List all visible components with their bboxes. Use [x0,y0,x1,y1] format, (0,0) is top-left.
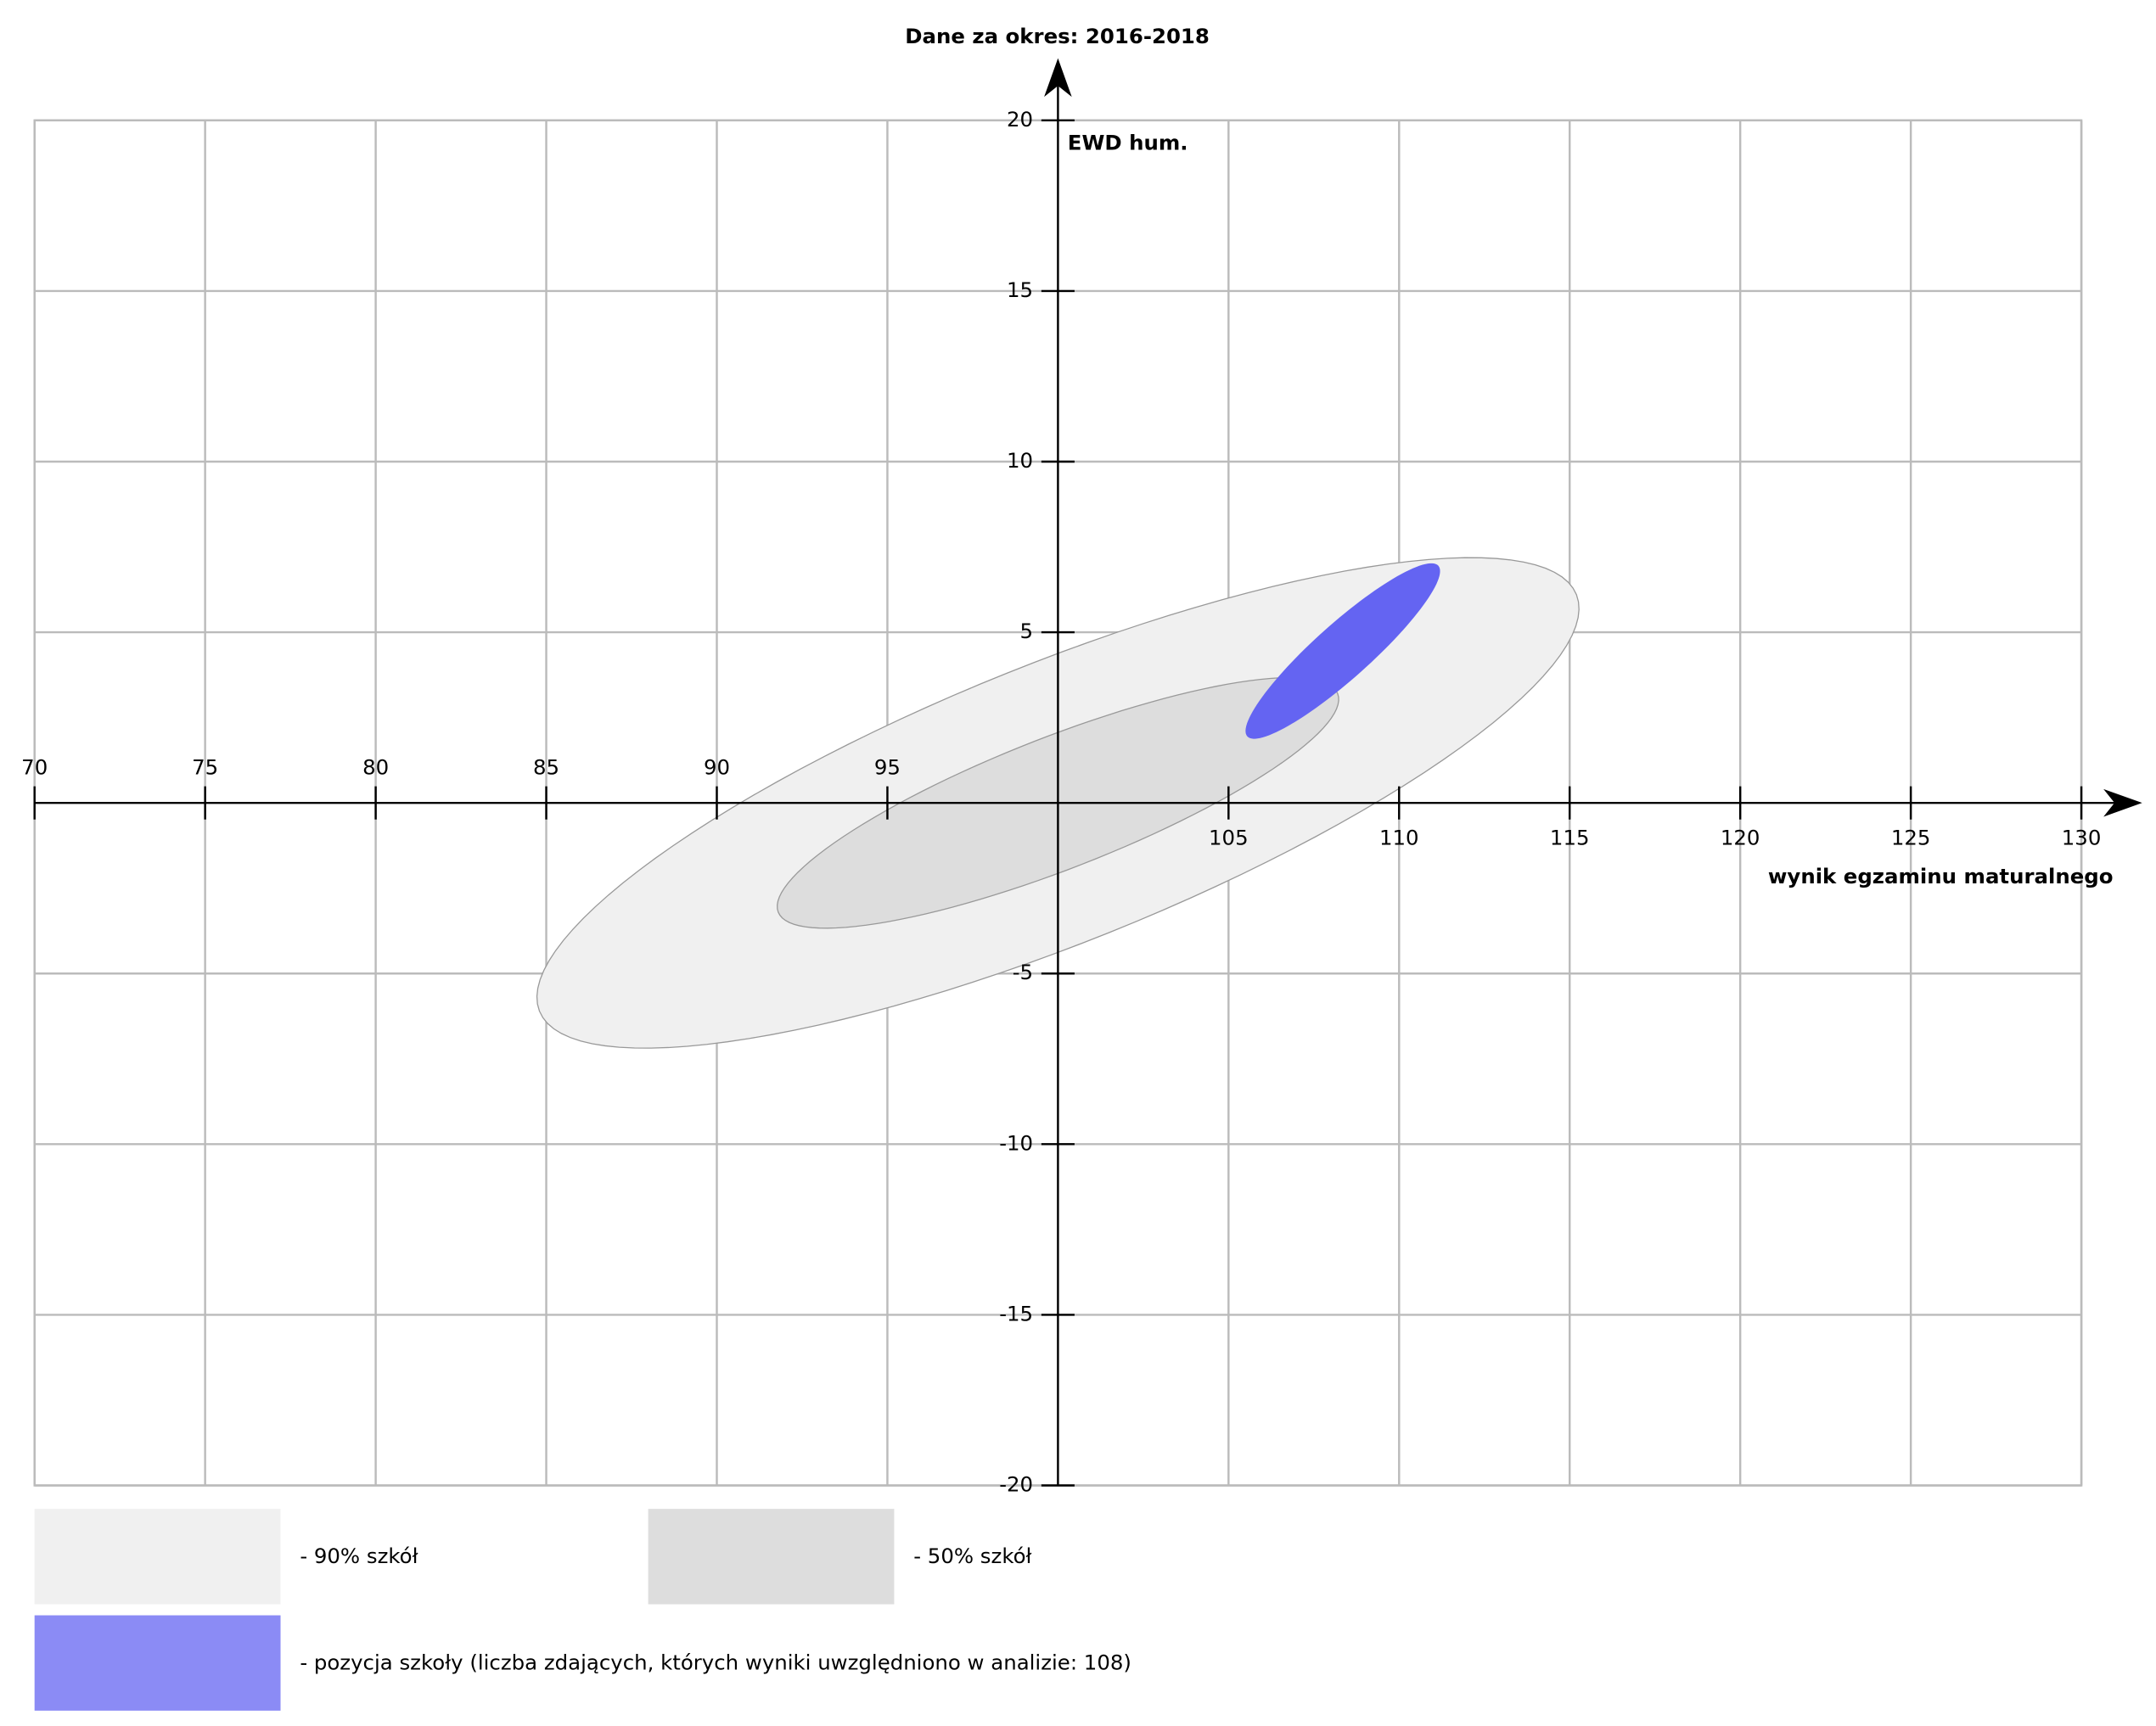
y-tick-label: 5 [1020,619,1034,643]
x-axis-arrow [2103,788,2142,817]
y-axis-label: EWD hum. [1068,131,1188,155]
legend-swatch [34,1615,281,1711]
legend-label: - pozycja szkoły (liczba zdających, któr… [300,1650,1131,1675]
x-tick-label: 80 [362,754,389,779]
x-tick-label: 120 [1721,826,1760,850]
x-tick-label: 75 [192,754,218,779]
x-tick-label: 115 [1550,826,1590,850]
y-tick-label: 20 [1007,107,1033,132]
y-tick-label: 10 [1007,448,1033,473]
y-tick-label: -10 [999,1130,1033,1155]
x-tick-label: 90 [704,754,730,779]
y-tick-label: 15 [1007,277,1033,302]
ellipse [1245,563,1440,739]
x-tick-label: 125 [1891,826,1931,850]
y-axis-arrow [1044,58,1072,98]
x-tick-label: 110 [1379,826,1419,850]
x-axis-label: wynik egzaminu maturalnego [1768,864,2114,888]
x-tick-label: 130 [2062,826,2102,850]
x-tick-label: 105 [1209,826,1249,850]
x-tick-label: 85 [533,754,559,779]
legend-label: - 90% szkół [300,1544,418,1568]
y-tick-label: -20 [999,1472,1033,1497]
legend-swatch [34,1509,281,1605]
x-tick-label: 95 [874,754,901,779]
x-tick-label: 70 [21,754,48,779]
legend-swatch [648,1509,895,1605]
chart-title: Dane za okres: 2016-2018 [905,24,1210,48]
legend-label: - 50% szkół [913,1544,1031,1568]
y-tick-label: -15 [999,1301,1033,1325]
y-tick-label: -5 [1013,960,1033,984]
